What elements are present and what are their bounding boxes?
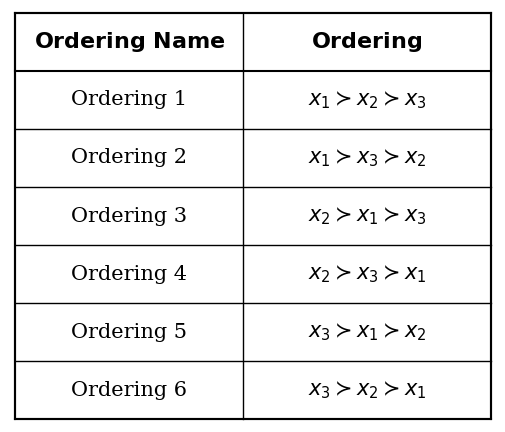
Text: Ordering 6: Ordering 6 [71,381,187,400]
Text: Ordering 5: Ordering 5 [71,323,187,342]
Text: Ordering 4: Ordering 4 [71,264,187,283]
Text: $x_1 \succ x_2 \succ x_3$: $x_1 \succ x_2 \succ x_3$ [307,89,426,111]
Text: $x_2 \succ x_1 \succ x_3$: $x_2 \succ x_1 \succ x_3$ [307,205,426,227]
Text: $x_1 \succ x_3 \succ x_2$: $x_1 \succ x_3 \succ x_2$ [307,147,426,169]
Text: Ordering 1: Ordering 1 [71,90,187,109]
Text: $\mathbf{Ordering}$: $\mathbf{Ordering}$ [311,30,422,54]
Text: $x_2 \succ x_3 \succ x_1$: $x_2 \succ x_3 \succ x_1$ [307,263,426,285]
Text: $\mathbf{Ordering\ Name}$: $\mathbf{Ordering\ Name}$ [34,30,225,54]
Text: Ordering 3: Ordering 3 [71,206,187,226]
Text: $x_3 \succ x_1 \succ x_2$: $x_3 \succ x_1 \succ x_2$ [307,321,426,343]
Text: $x_3 \succ x_2 \succ x_1$: $x_3 \succ x_2 \succ x_1$ [307,379,426,401]
Text: Ordering 2: Ordering 2 [71,149,187,168]
